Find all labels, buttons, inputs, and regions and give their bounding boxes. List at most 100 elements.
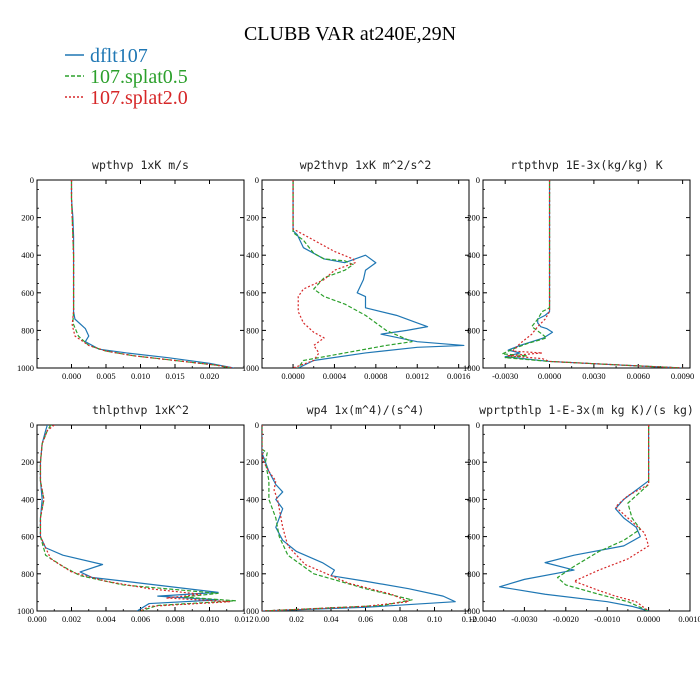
panel-title: rtpthvp 1E-3x(kg/kg) K	[510, 158, 662, 172]
y-tick-label: 0	[476, 175, 480, 185]
x-tick-label: 0.08	[393, 614, 408, 624]
y-tick-label: 800	[246, 569, 259, 579]
x-tick-label: 0.010	[200, 614, 219, 624]
x-tick-label: 0.0060	[627, 371, 650, 381]
panel-title: wp4 1x(m^4)/(s^4)	[307, 403, 425, 417]
y-tick-label: 400	[467, 250, 480, 260]
series-line-107-splat0-5	[292, 180, 413, 368]
series-line-107-splat0-5	[39, 425, 236, 611]
x-tick-label: -0.0020	[553, 614, 579, 624]
y-tick-label: 800	[21, 325, 34, 335]
series-line-107-splat2-0	[292, 180, 356, 368]
x-tick-label: 0.0000	[538, 371, 561, 381]
x-tick-label: 0.12	[462, 614, 477, 624]
y-tick-label: 600	[246, 288, 259, 298]
series-line-dflt107	[498, 425, 650, 611]
y-tick-label: 400	[467, 494, 480, 504]
legend-item-splat05: 107.splat0.5	[65, 66, 188, 88]
y-tick-label: 800	[21, 569, 34, 579]
figure-title: CLUBB VAR at240E,29N	[244, 23, 456, 45]
legend-label-splat05: 107.splat0.5	[90, 66, 188, 88]
plot-frame	[482, 179, 691, 369]
y-tick-label: 1000	[242, 363, 259, 373]
x-tick-label: 0.012	[234, 614, 253, 624]
series-line-107-splat2-0	[70, 180, 234, 368]
y-tick-label: 800	[246, 325, 259, 335]
x-tick-label: 0.0004	[323, 371, 347, 381]
y-tick-label: 200	[21, 457, 34, 467]
y-tick-label: 800	[467, 569, 480, 579]
x-tick-label: -0.0040	[470, 614, 496, 624]
y-tick-label: 1000	[242, 606, 259, 616]
x-tick-label: 0.0000	[637, 614, 660, 624]
legend-label-splat20: 107.splat2.0	[90, 87, 188, 109]
x-tick-label: 0.010	[131, 371, 150, 381]
y-tick-label: 400	[21, 250, 34, 260]
x-tick-label: 0.000	[62, 371, 81, 381]
x-tick-label: 0.00	[255, 614, 270, 624]
y-tick-label: 0	[255, 175, 259, 185]
x-tick-label: 0.0016	[447, 371, 470, 381]
y-tick-label: 200	[246, 457, 259, 467]
series-line-107-splat0-5	[556, 425, 650, 611]
y-tick-label: 200	[467, 213, 480, 223]
y-tick-label: 400	[246, 250, 259, 260]
panel-title: wprtpthlp 1-E-3x(m kg K)/(s kg)	[479, 403, 694, 417]
legend-item-splat20: 107.splat2.0	[65, 87, 188, 109]
series-line-dflt107	[262, 425, 456, 611]
y-tick-label: 200	[467, 457, 480, 467]
x-tick-label: 0.0030	[582, 371, 605, 381]
plot-frame	[261, 179, 470, 369]
legend-label-dflt107: dflt107	[90, 45, 148, 67]
x-tick-label: -0.0030	[492, 371, 518, 381]
y-tick-label: 200	[246, 213, 259, 223]
y-tick-label: 400	[246, 494, 259, 504]
y-tick-label: 1000	[17, 606, 34, 616]
y-tick-label: 1000	[463, 606, 480, 616]
series-line-107-splat0-5	[501, 180, 683, 368]
series-line-107-splat2-0	[507, 180, 683, 368]
y-tick-label: 1000	[17, 363, 34, 373]
x-tick-label: 0.0000	[281, 371, 304, 381]
series-line-107-splat2-0	[39, 425, 231, 611]
panel-2: wp2thvp 1xK m^2/s^2 0 200 400 600 800 1000 0.00…	[242, 158, 470, 381]
legend-item-dflt107: dflt107	[65, 45, 148, 67]
y-tick-label: 600	[21, 288, 34, 298]
y-tick-label: 600	[467, 532, 480, 542]
x-tick-label: 0.008	[165, 614, 184, 624]
x-tick-label: 0.06	[358, 614, 373, 624]
y-tick-label: 0	[476, 420, 480, 430]
x-tick-label: 0.0090	[671, 371, 694, 381]
series-line-107-splat2-0	[573, 425, 650, 611]
x-tick-label: 0.0008	[364, 371, 387, 381]
legend: dflt107 107.splat0.5 107.splat2.0	[65, 45, 188, 109]
y-tick-label: 200	[21, 213, 34, 223]
y-tick-label: 600	[246, 532, 259, 542]
panel-6: wprtpthlp 1-E-3x(m kg K)/(s kg) 0 200 400 60…	[463, 403, 700, 624]
series-line-107-splat0-5	[262, 425, 413, 611]
series-line-dflt107	[292, 180, 465, 368]
x-tick-label: 0.006	[131, 614, 150, 624]
x-tick-label: 0.0010	[678, 614, 700, 624]
panel-1: wpthvp 1xK m/s 0 200 400 600 800 1000 0.000 0.00…	[17, 158, 245, 381]
y-tick-label: 1000	[463, 363, 480, 373]
y-tick-label: 0	[255, 420, 259, 430]
panel-title: wp2thvp 1xK m^2/s^2	[300, 158, 432, 172]
x-tick-label: 0.0012	[406, 371, 429, 381]
y-tick-label: 0	[30, 175, 34, 185]
panel-title: wpthvp 1xK m/s	[92, 158, 189, 172]
x-tick-label: 0.020	[200, 371, 219, 381]
x-tick-label: -0.0030	[511, 614, 537, 624]
y-tick-label: 600	[467, 288, 480, 298]
x-tick-label: 0.002	[62, 614, 81, 624]
y-tick-label: 600	[21, 532, 34, 542]
y-tick-label: 800	[467, 325, 480, 335]
series-line-dflt107	[70, 180, 234, 368]
x-tick-label: 0.000	[27, 614, 46, 624]
x-tick-label: 0.04	[324, 614, 340, 624]
panel-3: rtpthvp 1E-3x(kg/kg) K 0 200 400 600 800 1000 -…	[463, 158, 694, 381]
x-tick-label: 0.015	[165, 371, 184, 381]
